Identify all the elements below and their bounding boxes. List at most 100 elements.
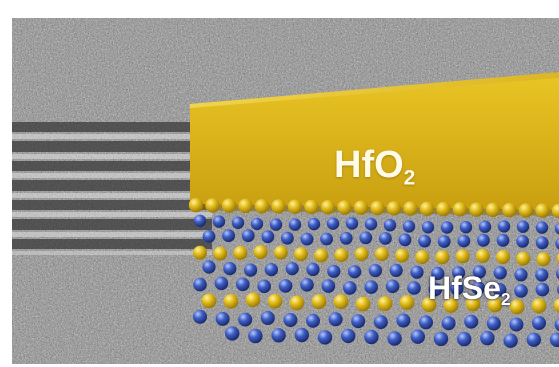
hfse2-label: HfSe2 bbox=[428, 270, 511, 310]
se-atom bbox=[549, 332, 559, 347]
se-atom bbox=[364, 217, 378, 231]
hf-atom bbox=[193, 245, 207, 260]
se-atom bbox=[238, 312, 253, 327]
hf-atom bbox=[254, 199, 270, 214]
se-atom bbox=[514, 284, 528, 298]
hf-atom bbox=[221, 198, 237, 213]
hf-atom bbox=[551, 203, 559, 219]
se-atom bbox=[278, 279, 293, 293]
se-atom bbox=[373, 315, 388, 330]
se-atom bbox=[431, 266, 445, 281]
se-atom bbox=[306, 262, 320, 276]
hf-atom bbox=[353, 200, 369, 215]
se-atom bbox=[514, 268, 528, 282]
hf-atom bbox=[354, 247, 369, 262]
hf-atom bbox=[553, 298, 559, 313]
se-atom bbox=[464, 314, 479, 329]
hf-atom bbox=[496, 250, 510, 264]
se-atom bbox=[379, 232, 392, 245]
hf-atom bbox=[294, 247, 308, 262]
se-atom bbox=[503, 333, 518, 348]
se-atom bbox=[472, 265, 486, 279]
hf-atom bbox=[223, 293, 239, 309]
se-atom bbox=[351, 314, 366, 329]
se-atom bbox=[202, 260, 216, 274]
se-atom bbox=[327, 264, 341, 278]
se-atom bbox=[535, 236, 549, 250]
hf-atom bbox=[399, 295, 415, 310]
se-atom bbox=[348, 265, 362, 279]
se-atom bbox=[418, 234, 431, 248]
hf-atom bbox=[188, 197, 204, 213]
hf-atom bbox=[516, 251, 531, 266]
se-atom bbox=[345, 217, 359, 230]
hf-atom bbox=[304, 199, 319, 215]
se-atom bbox=[244, 263, 258, 277]
hf-atom bbox=[386, 201, 402, 216]
se-atom bbox=[364, 329, 379, 345]
se-atom bbox=[441, 316, 456, 331]
hf-atom bbox=[509, 299, 525, 315]
se-atom bbox=[225, 326, 240, 341]
se-atom bbox=[457, 331, 472, 347]
se-atom bbox=[236, 277, 250, 292]
se-atom bbox=[222, 229, 236, 243]
hf-atom bbox=[452, 202, 468, 217]
hf-atom bbox=[485, 202, 501, 217]
se-atom bbox=[241, 229, 255, 243]
hf-atom bbox=[273, 245, 288, 260]
se-atom bbox=[383, 219, 397, 232]
se-atom bbox=[554, 318, 559, 332]
se-atom bbox=[471, 281, 486, 295]
se-atom bbox=[300, 232, 314, 246]
se-atom bbox=[368, 264, 382, 278]
hf-atom bbox=[377, 296, 393, 311]
hf-atom bbox=[333, 294, 349, 310]
hf-atom bbox=[395, 248, 409, 263]
se-atom bbox=[440, 221, 454, 234]
se-atom bbox=[556, 268, 559, 280]
se-atom bbox=[492, 283, 507, 297]
se-atom bbox=[497, 220, 511, 233]
se-atom bbox=[250, 217, 264, 231]
se-atom bbox=[433, 331, 449, 347]
hf-atom bbox=[443, 298, 459, 313]
se-atom bbox=[526, 332, 541, 347]
hf-atom bbox=[233, 245, 248, 260]
hfse2-atom-lattice bbox=[193, 214, 559, 348]
se-atom bbox=[215, 311, 230, 326]
hf-atom bbox=[518, 203, 534, 218]
se-atom bbox=[307, 217, 321, 231]
se-atom bbox=[321, 279, 336, 293]
hf-atom bbox=[465, 296, 481, 312]
se-atom bbox=[339, 231, 353, 245]
se-atom bbox=[283, 313, 298, 327]
se-atom bbox=[257, 279, 272, 294]
se-atom bbox=[294, 327, 309, 343]
hf-atom bbox=[245, 292, 261, 308]
se-atom bbox=[496, 233, 510, 247]
hf-atom bbox=[314, 248, 329, 263]
hfo2-label: HfO2 bbox=[334, 144, 416, 190]
se-atom bbox=[421, 221, 435, 234]
se-atom bbox=[457, 234, 471, 248]
se-atom bbox=[387, 331, 402, 346]
se-atom bbox=[410, 329, 425, 344]
hf-atom bbox=[201, 293, 217, 309]
hf-atom bbox=[370, 200, 385, 216]
se-atom bbox=[248, 328, 263, 344]
se-atom bbox=[535, 268, 549, 282]
se-atom bbox=[306, 313, 320, 328]
se-atom bbox=[285, 262, 299, 276]
se-atom bbox=[193, 309, 207, 324]
se-atom bbox=[437, 235, 451, 248]
se-atom bbox=[555, 237, 559, 250]
se-atom bbox=[459, 221, 473, 234]
se-atom bbox=[385, 279, 400, 294]
hfo2-slab bbox=[190, 72, 559, 216]
hf-atom bbox=[289, 295, 305, 311]
se-atom bbox=[450, 281, 464, 296]
hf-atom bbox=[531, 298, 547, 314]
se-atom bbox=[193, 277, 207, 292]
